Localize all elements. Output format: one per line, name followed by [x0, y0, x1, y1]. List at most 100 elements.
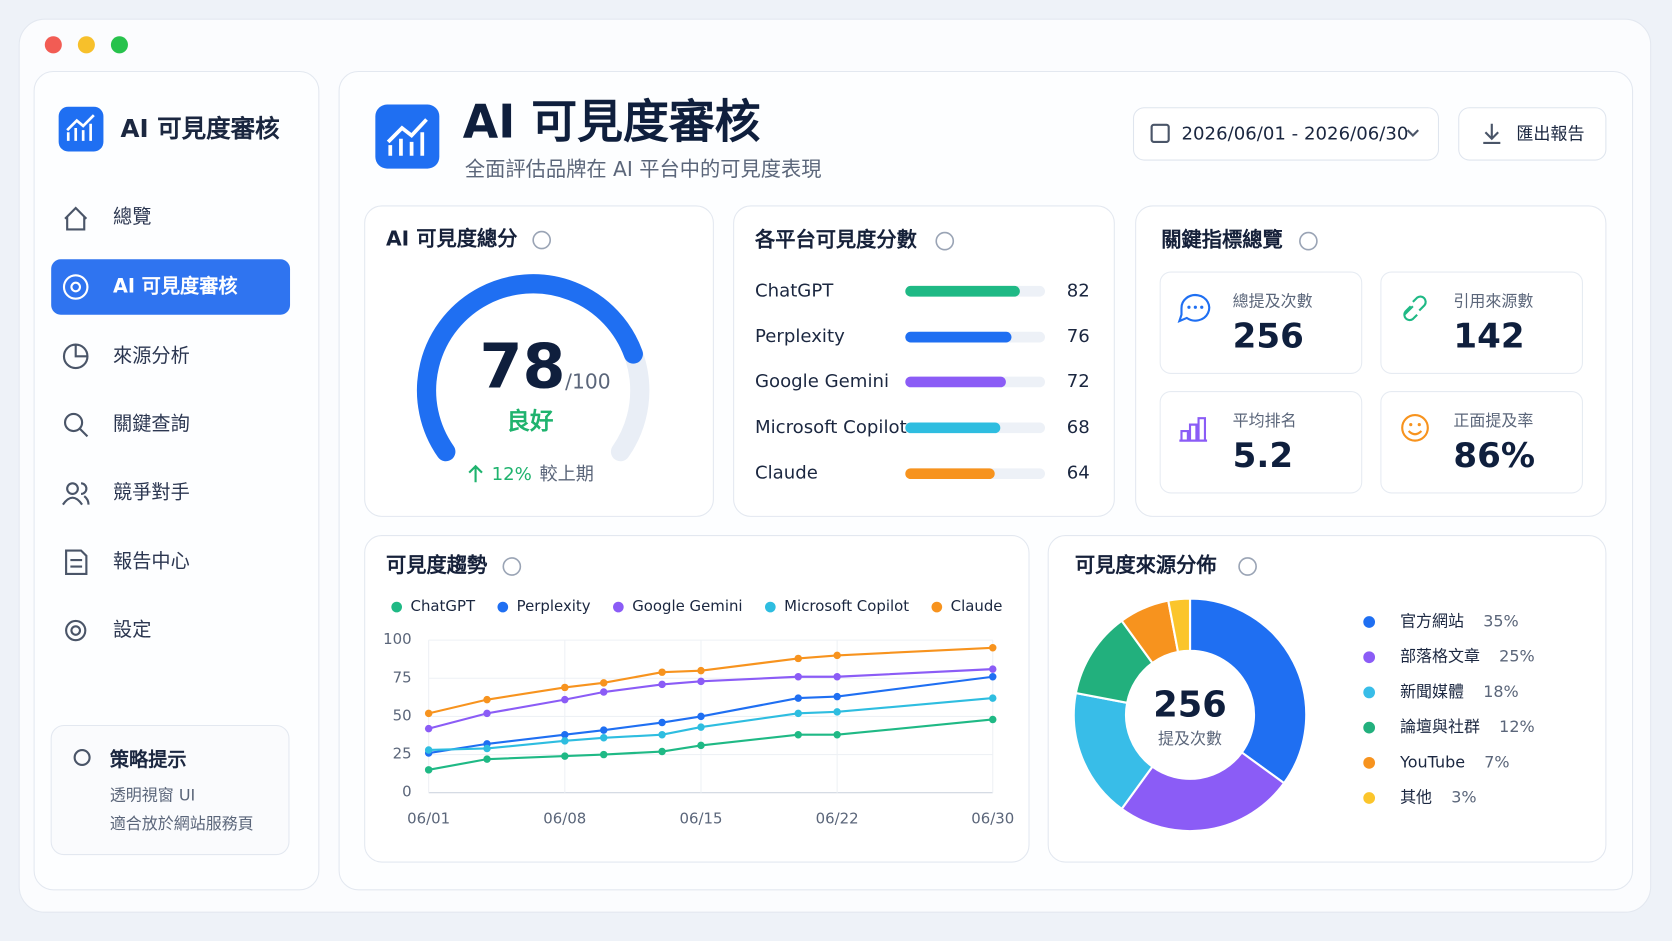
- trend-point: [658, 680, 666, 689]
- legend-label: Claude: [951, 597, 1003, 615]
- trend-point: [424, 709, 433, 718]
- trend-point: [794, 654, 802, 663]
- trend-point: [483, 755, 491, 763]
- nav-item[interactable]: 設定: [113, 618, 151, 641]
- bar-value: 72: [1067, 371, 1090, 392]
- trend-point: [599, 726, 608, 734]
- score-rating: 良好: [507, 407, 554, 435]
- kpi-tile: [1159, 391, 1363, 494]
- trend-point: [483, 744, 491, 753]
- bar: [905, 331, 1012, 343]
- legend-label: Perplexity: [517, 597, 591, 615]
- trend-point: [424, 766, 433, 774]
- legend-label: ChatGPT: [411, 597, 476, 615]
- info-icon[interactable]: [502, 557, 522, 576]
- header-icon-glyph: [386, 118, 428, 156]
- x-tick-label: 06/01: [407, 809, 450, 827]
- trend-point: [658, 718, 666, 727]
- trend-point: [483, 695, 491, 704]
- trend-point: [794, 709, 802, 718]
- nav-item[interactable]: AI 可見度審核: [113, 274, 238, 297]
- y-tick-label: 100: [383, 630, 411, 648]
- card-title: 可見度趨勢: [386, 553, 488, 577]
- info-icon[interactable]: [1238, 557, 1257, 576]
- legend-dot: [764, 601, 776, 613]
- bar-value: 76: [1067, 326, 1090, 347]
- brand-name: AI 可見度審核: [120, 114, 280, 143]
- y-tick-label: 50: [393, 706, 412, 724]
- nav-item[interactable]: 競爭對手: [113, 480, 190, 503]
- chevron: [1406, 129, 1419, 138]
- kpi-icon: [1177, 294, 1211, 324]
- legend-label: Google Gemini: [632, 597, 742, 615]
- x-tick-label: 06/08: [543, 809, 586, 827]
- legend-dot: [497, 601, 509, 613]
- nav-item[interactable]: 關鍵查詢: [113, 412, 190, 435]
- legend-dot: [391, 601, 403, 613]
- brand-icon-glyph: [66, 114, 95, 141]
- legend-value: 18%: [1483, 682, 1519, 701]
- legend-label: 其他: [1400, 788, 1432, 807]
- x-tick-label: 06/30: [971, 809, 1014, 827]
- trend-point: [561, 695, 569, 704]
- page-title: AI 可見度審核: [463, 94, 761, 148]
- tip-line: 透明視窗 UI: [110, 785, 195, 804]
- trend-point: [989, 715, 997, 724]
- trend-point: [833, 692, 841, 701]
- trend-point: [697, 677, 705, 686]
- legend-dot: [931, 601, 943, 613]
- donut-slice: [1188, 597, 1308, 785]
- header-icon: [375, 104, 440, 169]
- trend-point: [794, 730, 802, 739]
- kpi-label: 總提及次數: [1233, 291, 1313, 310]
- bar: [905, 285, 1020, 297]
- nav-icon: [63, 412, 89, 438]
- maximize-dot[interactable]: [110, 36, 128, 54]
- nav-item[interactable]: 報告中心: [113, 550, 190, 573]
- kpi-icon: [1403, 295, 1427, 322]
- trend-point: [794, 673, 802, 681]
- info-icon[interactable]: [935, 231, 955, 251]
- trend-point: [599, 734, 608, 742]
- date-picker[interactable]: [1132, 107, 1440, 161]
- bar: [905, 422, 1001, 434]
- nav-item[interactable]: 總覽: [113, 205, 151, 228]
- legend-label: 論壇與社群: [1400, 717, 1480, 736]
- donut-center-value: 256: [1153, 684, 1226, 725]
- kpi-label: 正面提及率: [1453, 411, 1533, 430]
- legend-dot: [1363, 686, 1376, 699]
- legend-value: 12%: [1499, 717, 1535, 736]
- nav-active: [51, 259, 291, 315]
- info-icon[interactable]: [1299, 231, 1318, 251]
- platform-label: Microsoft Copilot: [755, 417, 907, 438]
- minimize-dot[interactable]: [77, 36, 95, 54]
- y-tick-label: 75: [393, 668, 412, 686]
- trend-point: [833, 673, 841, 681]
- calendar-icon: [1150, 123, 1170, 143]
- page-subtitle: 全面評估品牌在 AI 平台中的可見度表現: [465, 157, 822, 181]
- tip-icon: [73, 748, 91, 767]
- close-dot[interactable]: [44, 36, 62, 54]
- nav-icon: [62, 274, 89, 300]
- download-icon: [1483, 123, 1501, 145]
- legend-dot: [1363, 721, 1376, 734]
- bar: [905, 376, 1006, 388]
- info-icon[interactable]: [532, 230, 552, 250]
- trend-point: [697, 741, 705, 750]
- kpi-tile: [1380, 271, 1583, 374]
- kpi-label: 平均排名: [1233, 411, 1297, 430]
- trend-card: [364, 535, 1030, 863]
- platform-card: [733, 205, 1115, 517]
- donut-center-label: 提及次數: [1158, 729, 1222, 748]
- legend-label: 新聞媒體: [1400, 682, 1464, 701]
- bar: [905, 468, 995, 480]
- up-arrow: [468, 464, 483, 483]
- trend-point: [697, 666, 705, 675]
- export-button[interactable]: [1458, 107, 1607, 161]
- legend-dot: [613, 601, 624, 613]
- nav-item[interactable]: 來源分析: [113, 344, 190, 367]
- legend-label: 官方網站: [1400, 611, 1464, 630]
- trend-point: [989, 673, 997, 681]
- x-tick-label: 06/22: [816, 809, 859, 827]
